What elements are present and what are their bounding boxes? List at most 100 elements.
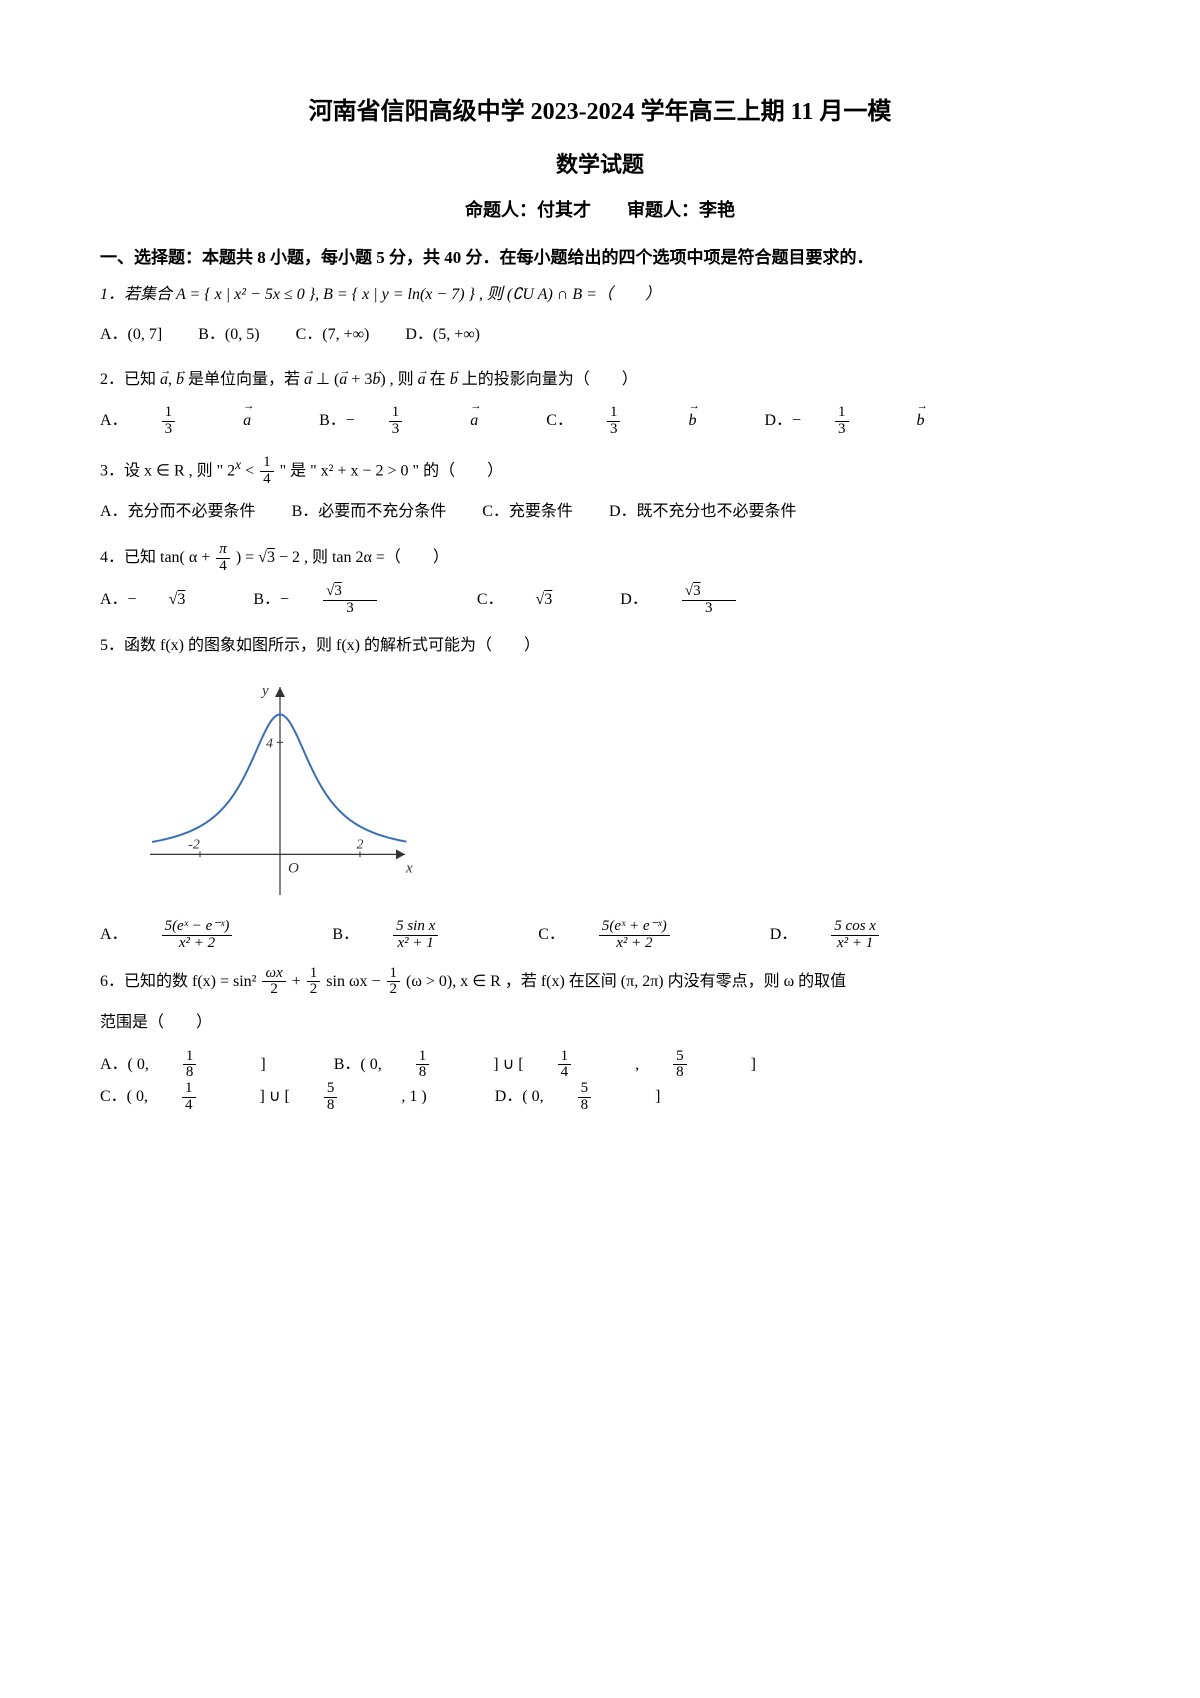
- q5-opt-c: C．5(eˣ + e⁻ˣ)x² + 2: [538, 919, 734, 952]
- page-title: 河南省信阳高级中学 2023-2024 学年高三上期 11 月一模: [100, 90, 1100, 136]
- q4b-pre: B．−: [253, 585, 289, 615]
- q3-t1: 3．设 x ∈ R , 则 " 2: [100, 462, 235, 479]
- svg-text:y: y: [260, 683, 269, 699]
- q4a-sqrt: 3: [177, 585, 185, 615]
- q4-opt-a: A．−√3: [100, 585, 217, 615]
- q6b-n3: 5: [673, 1049, 687, 1066]
- q6a-pre: A．( 0,: [100, 1050, 149, 1080]
- q6b-post: ]: [751, 1050, 756, 1080]
- q5a-num: 5(eˣ − e⁻ˣ): [162, 919, 233, 936]
- q1-options: A．(0, 7] B．(0, 5) C．(7, +∞) D．(5, +∞): [100, 320, 1100, 350]
- q6d-den: 8: [578, 1098, 592, 1114]
- q6-f2n: 1: [307, 966, 321, 983]
- q4c-sqrt: 3: [544, 585, 552, 615]
- q6-t1: 6．已知的数 f(x) = sin²: [100, 973, 260, 990]
- q4-options: A．−√3 B．−√33 C．√3 D．√33: [100, 584, 1100, 617]
- q2-opt-b: B．−13 a: [319, 405, 510, 438]
- q6-stem: 6．已知的数 f(x) = sin² ωx2 + 12 sin ωx − 12 …: [100, 966, 1100, 999]
- q4d-pre: D．: [620, 585, 648, 615]
- q4d-num-s: 3: [693, 584, 701, 600]
- q6-t3: sin ωx −: [322, 973, 384, 990]
- q6-opt-a: A．( 0, 18 ]: [100, 1049, 298, 1082]
- q4-t2: ) =: [232, 549, 258, 566]
- q4-opt-c: C．√3: [477, 585, 584, 615]
- q5-opt-a: A． 5(eˣ − e⁻ˣ)x² + 2: [100, 919, 296, 952]
- q6d-post: ]: [655, 1082, 660, 1112]
- q1-opt-b: B．(0, 5): [198, 320, 259, 350]
- q5-options: A． 5(eˣ − e⁻ˣ)x² + 2 B．5 sin xx² + 1 C．5(…: [100, 919, 1100, 952]
- q6c-d2: 8: [324, 1098, 338, 1114]
- page-subtitle: 数学试题: [100, 144, 1100, 186]
- q4d-num: √3: [682, 584, 736, 601]
- q4-t1: 4．已知 tan( α +: [100, 549, 214, 566]
- section-heading: 一、选择题：本题共 8 小题，每小题 5 分，共 40 分．在每小题给出的四个选…: [100, 242, 1100, 274]
- q6-f2d: 2: [307, 982, 321, 998]
- q6c-n1: 1: [182, 1081, 196, 1098]
- q5b-den: x² + 1: [393, 936, 438, 952]
- q6-t4: (ω > 0), x ∈ R ，若 f(x) 在区间 (π, 2π) 内没有零点…: [402, 973, 846, 990]
- q3-opt-a: A．充分而不必要条件: [100, 497, 256, 527]
- q2-options: A．13 a B．−13 a C．13 b D．−13 b: [100, 405, 1100, 438]
- svg-text:2: 2: [357, 838, 364, 853]
- q4-pi-den: 4: [216, 559, 230, 575]
- q4a-pre: A．−: [100, 585, 137, 615]
- q6b-n2: 1: [558, 1049, 572, 1066]
- q6c-n2: 5: [324, 1081, 338, 1098]
- q5-chart: -224Oxy: [140, 675, 420, 905]
- q2-opt-a: A．13 a: [100, 405, 283, 438]
- q1-opt-a: A．(0, 7]: [100, 320, 162, 350]
- q2b-vec: a: [470, 406, 478, 436]
- q4-t3: − 2 , 则 tan 2α =（ ）: [275, 549, 449, 566]
- q2d-den: 3: [835, 422, 849, 438]
- q5-opt-b: B．5 sin xx² + 1: [332, 919, 502, 952]
- q4-opt-d: D． √33: [620, 584, 799, 617]
- q5a-pre: A．: [100, 920, 128, 950]
- q6-f1d: 2: [262, 982, 285, 998]
- vec-a4: a: [418, 371, 426, 388]
- q6b-pre: B．( 0,: [334, 1050, 382, 1080]
- q4b-den: 3: [323, 601, 377, 617]
- q6-f1n: ωx: [262, 966, 285, 983]
- q6-options: A．( 0, 18 ] B．( 0, 18 ] ∪ [ 14, 58 ] C．(…: [100, 1049, 1100, 1114]
- q6-f3d: 2: [387, 982, 401, 998]
- vec-a2: a: [304, 371, 312, 388]
- q5d-num: 5 cos x: [831, 919, 879, 936]
- q2-opt-d: D．−13 b: [764, 405, 956, 438]
- q3-num: 1: [260, 455, 274, 472]
- vec-b3: b: [450, 371, 458, 388]
- q5b-pre: B．: [332, 920, 359, 950]
- q2c-pre: C．: [546, 406, 573, 436]
- q6-t2: +: [288, 973, 305, 990]
- vec-b2: b: [372, 371, 380, 388]
- q3-opt-d: D．既不充分也不必要条件: [609, 497, 797, 527]
- q4b-num-s: 3: [334, 584, 342, 600]
- q6b-n1: 1: [416, 1049, 430, 1066]
- q4-stem: 4．已知 tan( α + π4 ) = √3 − 2 , 则 tan 2α =…: [100, 542, 1100, 575]
- q6a-post: ]: [260, 1050, 265, 1080]
- q2a-pre: A．: [100, 406, 128, 436]
- q6a-num: 1: [183, 1049, 197, 1066]
- q2d-num: 1: [835, 405, 849, 422]
- q6-f3n: 1: [387, 966, 401, 983]
- q2-stem: 2．已知 a, b 是单位向量，若 a ⊥ (a + 3b) , 则 a 在 b…: [100, 365, 1100, 395]
- q2-t2: 是单位向量，若: [188, 371, 304, 388]
- q6c-d1: 4: [182, 1098, 196, 1114]
- q6b-mid2: ,: [635, 1050, 639, 1080]
- q1-opt-c: C．(7, +∞): [296, 320, 370, 350]
- q4b-num: √3: [323, 584, 377, 601]
- q3-opt-c: C．充要条件: [482, 497, 573, 527]
- q6-opt-b: B．( 0, 18 ] ∪ [ 14, 58 ]: [334, 1049, 788, 1082]
- q5d-pre: D．: [770, 920, 798, 950]
- q5a-den: x² + 2: [162, 936, 233, 952]
- q6-opt-c: C．( 0, 14 ] ∪ [ 58, 1 ): [100, 1081, 459, 1114]
- authors-line: 命题人：付其才 审题人：李艳: [100, 193, 1100, 227]
- q6d-pre: D．( 0,: [495, 1082, 544, 1112]
- q1-stem: 1．若集合 A = { x | x² − 5x ≤ 0 }, B = { x |…: [100, 280, 1100, 310]
- q2-t3: , 则: [390, 371, 418, 388]
- vec-a: a: [160, 371, 168, 388]
- q2-t4: 上的投影向量为（ ）: [462, 371, 638, 388]
- svg-text:O: O: [288, 861, 299, 877]
- q6-stem-2: 范围是（ ）: [100, 1008, 1100, 1038]
- q3-t3: " 是 " x² + x − 2 > 0 " 的（ ）: [276, 462, 503, 479]
- q6b-d1: 8: [416, 1065, 430, 1081]
